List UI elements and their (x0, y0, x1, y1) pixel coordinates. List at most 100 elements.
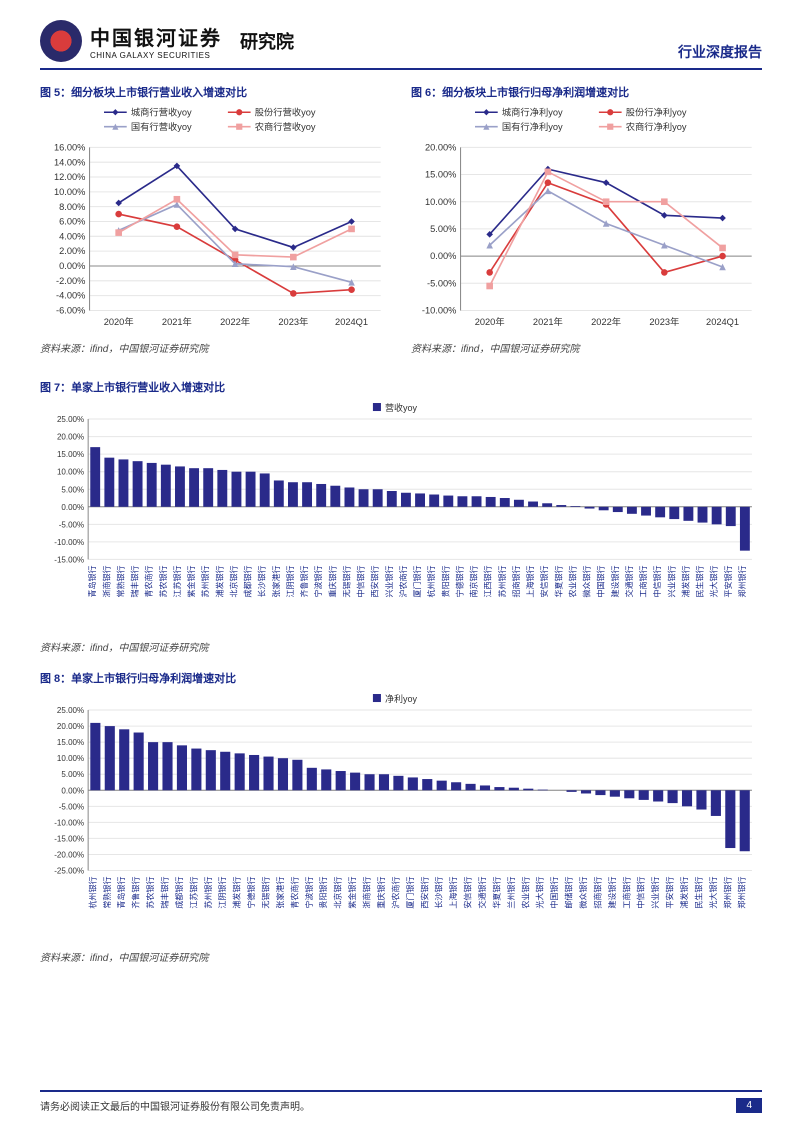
svg-text:苏州银行: 苏州银行 (497, 566, 507, 598)
svg-text:长沙银行: 长沙银行 (257, 566, 267, 598)
svg-text:紫金银行: 紫金银行 (347, 876, 357, 908)
svg-text:招商银行: 招商银行 (592, 876, 602, 908)
svg-text:宁德银行: 宁德银行 (454, 566, 464, 598)
svg-text:10.00%: 10.00% (54, 187, 85, 197)
svg-text:微众银行: 微众银行 (582, 566, 592, 598)
svg-text:兴业银行: 兴业银行 (650, 876, 660, 908)
footer-rule (40, 1090, 762, 1092)
svg-text:建设银行: 建设银行 (607, 876, 617, 908)
svg-text:江苏银行: 江苏银行 (172, 566, 182, 598)
svg-text:净利yoy: 净利yoy (385, 693, 418, 704)
svg-text:5.00%: 5.00% (61, 770, 84, 779)
svg-text:中信银行: 中信银行 (652, 566, 662, 598)
svg-text:建设银行: 建设银行 (610, 566, 620, 598)
svg-text:上海银行: 上海银行 (448, 876, 458, 908)
svg-text:郑州银行: 郑州银行 (737, 876, 747, 908)
fig6-source: 资料来源：ifind，中国银河证券研究院 (411, 340, 762, 355)
svg-text:兴业银行: 兴业银行 (666, 566, 676, 598)
svg-text:西安银行: 西安银行 (419, 876, 429, 908)
svg-text:2023年: 2023年 (278, 316, 308, 327)
svg-text:25.00%: 25.00% (57, 706, 84, 715)
svg-text:北京银行: 北京银行 (228, 566, 238, 598)
svg-text:5.00%: 5.00% (430, 224, 456, 234)
svg-text:民生银行: 民生银行 (693, 876, 703, 908)
disclaimer-text: 请务必阅读正文最后的中国银河证券股份有限公司免责声明。 (40, 1098, 310, 1113)
svg-text:西安银行: 西安银行 (370, 566, 380, 598)
svg-text:-15.00%: -15.00% (54, 556, 84, 565)
svg-text:农商行营收yoy: 农商行营收yoy (255, 121, 316, 132)
svg-text:交通银行: 交通银行 (477, 876, 487, 908)
svg-text:青农商行: 青农商行 (144, 566, 154, 598)
svg-text:-5.00%: -5.00% (59, 520, 84, 529)
fig7-title: 图 7：单家上市银行营业收入增速对比 (40, 379, 762, 395)
svg-text:股份行营收yoy: 股份行营收yoy (255, 106, 316, 117)
svg-text:6.00%: 6.00% (59, 217, 85, 227)
svg-text:齐鲁银行: 齐鲁银行 (299, 566, 309, 598)
svg-text:-10.00%: -10.00% (54, 818, 84, 827)
svg-text:0.00%: 0.00% (59, 261, 85, 271)
svg-text:农商行净利yoy: 农商行净利yoy (626, 121, 687, 132)
svg-text:郑州银行: 郑州银行 (722, 876, 732, 908)
svg-text:杭州银行: 杭州银行 (426, 566, 436, 598)
svg-text:16.00%: 16.00% (54, 142, 85, 152)
svg-text:安信银行: 安信银行 (463, 876, 473, 908)
svg-text:-25.00%: -25.00% (54, 866, 84, 875)
svg-text:5.00%: 5.00% (61, 485, 84, 494)
svg-text:浙商银行: 浙商银行 (362, 876, 372, 908)
svg-text:贵阳银行: 贵阳银行 (440, 566, 450, 598)
svg-text:中国银行: 中国银行 (596, 566, 606, 598)
fig8-source: 资料来源：ifind，中国银河证券研究院 (40, 949, 762, 964)
page-header: 中国银河证券 CHINA GALAXY SECURITIES 研究院 行业深度报… (40, 20, 762, 62)
svg-text:平安银行: 平安银行 (665, 876, 675, 908)
svg-text:郑州银行: 郑州银行 (737, 566, 747, 598)
svg-text:浦发银行: 浦发银行 (680, 566, 690, 598)
svg-text:江苏银行: 江苏银行 (188, 876, 198, 908)
report-type-label: 行业深度报告 (678, 42, 762, 62)
svg-text:10.00%: 10.00% (57, 754, 84, 763)
fig8-title: 图 8：单家上市银行归母净利润增速对比 (40, 670, 762, 686)
svg-text:兰州银行: 兰州银行 (506, 876, 516, 908)
brand-name-en: CHINA GALAXY SECURITIES (90, 51, 222, 60)
svg-text:15.00%: 15.00% (57, 738, 84, 747)
svg-text:无锡银行: 无锡银行 (261, 876, 271, 908)
svg-text:瑞丰银行: 瑞丰银行 (160, 876, 170, 908)
svg-text:齐鲁银行: 齐鲁银行 (131, 876, 141, 908)
fig6-title: 图 6：细分板块上市银行归母净利润增速对比 (411, 84, 762, 100)
logo-area: 中国银河证券 CHINA GALAXY SECURITIES 研究院 (40, 20, 294, 62)
svg-text:南京银行: 南京银行 (469, 566, 479, 598)
svg-text:中信银行: 中信银行 (636, 876, 646, 908)
svg-text:张家港行: 张家港行 (275, 876, 285, 908)
svg-text:重庆银行: 重庆银行 (327, 566, 337, 598)
svg-text:农业银行: 农业银行 (520, 876, 530, 908)
svg-text:-6.00%: -6.00% (56, 306, 85, 316)
svg-text:兴业银行: 兴业银行 (384, 566, 394, 598)
svg-text:浦发银行: 浦发银行 (232, 876, 242, 908)
svg-text:浦发银行: 浦发银行 (679, 876, 689, 908)
svg-text:苏州银行: 苏州银行 (200, 566, 210, 598)
svg-text:青岛银行: 青岛银行 (87, 566, 97, 598)
svg-text:江阴银行: 江阴银行 (285, 566, 295, 598)
institute-label: 研究院 (240, 28, 294, 54)
svg-text:招商银行: 招商银行 (511, 566, 521, 598)
svg-text:民生银行: 民生银行 (695, 566, 705, 598)
svg-text:0.00%: 0.00% (61, 503, 84, 512)
brand-text: 中国银河证券 CHINA GALAXY SECURITIES (90, 22, 222, 60)
svg-text:安信银行: 安信银行 (539, 566, 549, 598)
svg-text:15.00%: 15.00% (57, 450, 84, 459)
svg-text:瑞丰银行: 瑞丰银行 (130, 566, 140, 598)
fig7-chart: 营收yoy-15.00%-10.00%-5.00%0.00%5.00%10.00… (40, 399, 762, 630)
svg-text:-5.00%: -5.00% (59, 802, 84, 811)
svg-text:杭州银行: 杭州银行 (87, 876, 97, 908)
svg-text:-10.00%: -10.00% (422, 306, 457, 316)
svg-text:2.00%: 2.00% (59, 246, 85, 256)
svg-text:厦门银行: 厦门银行 (405, 876, 415, 908)
svg-text:8.00%: 8.00% (59, 202, 85, 212)
svg-text:紫金银行: 紫金银行 (186, 566, 196, 598)
svg-text:苏州银行: 苏州银行 (203, 876, 213, 908)
svg-text:中信银行: 中信银行 (356, 566, 366, 598)
svg-text:重庆银行: 重庆银行 (376, 876, 386, 908)
svg-text:华夏银行: 华夏银行 (491, 876, 501, 908)
svg-text:4.00%: 4.00% (59, 231, 85, 241)
svg-text:邮储银行: 邮储银行 (564, 876, 574, 908)
svg-text:股份行净利yoy: 股份行净利yoy (626, 106, 687, 117)
